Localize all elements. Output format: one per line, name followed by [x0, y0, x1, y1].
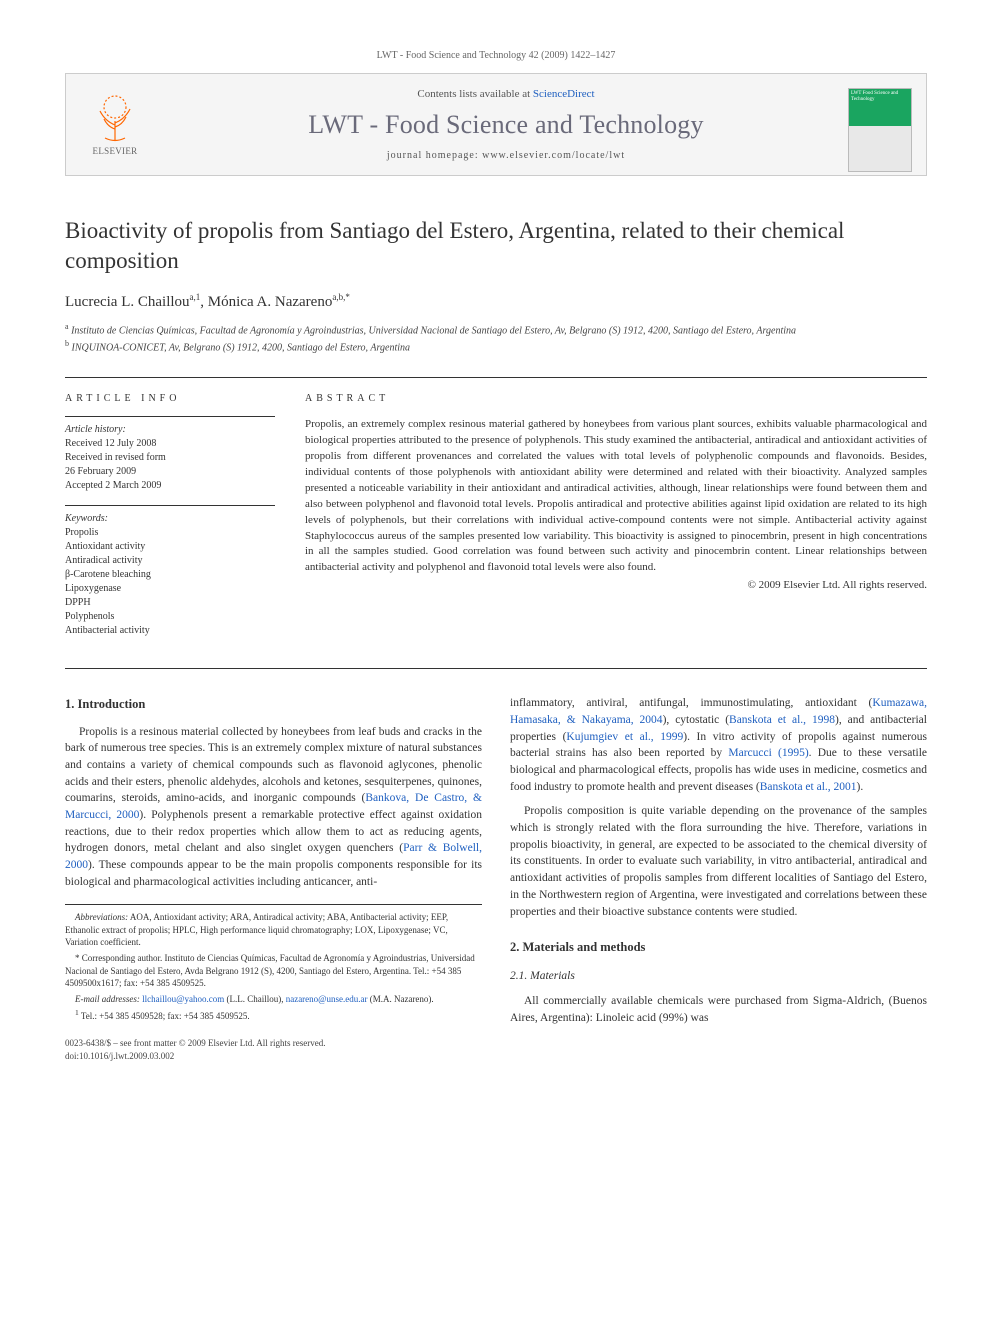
email-2-suffix: (M.A. Nazareno). [367, 994, 433, 1004]
left-column: 1. Introduction Propolis is a resinous m… [65, 695, 482, 1063]
abstract-label: ABSTRACT [305, 392, 927, 407]
history-line-0: Received 12 July 2008 [65, 437, 275, 451]
aff-a-sup: a [65, 322, 69, 331]
keywords-header: Keywords: [65, 512, 275, 526]
ref-kujumgiev-1999[interactable]: Kujumgiev et al., 1999 [566, 731, 683, 743]
author-2: Mónica A. Nazarenoa,b,* [208, 294, 350, 310]
email-label: E-mail addresses: [75, 994, 140, 1004]
aff-a-text: Instituto de Ciencias Químicas, Facultad… [71, 325, 796, 336]
ref-banskota-2001[interactable]: Banskota et al., 2001 [760, 781, 857, 793]
contents-available-line: Contents lists available at ScienceDirec… [166, 88, 846, 100]
keyword-0: Propolis [65, 526, 275, 540]
journal-cover-thumbnail: LWT Food Science and Technology [848, 88, 912, 172]
article-title: Bioactivity of propolis from Santiago de… [65, 216, 927, 276]
aff-b-text: INQUINOA-CONICET, Av, Belgrano (S) 1912,… [72, 342, 411, 353]
footnote-abbrev: Abbreviations: AOA, Antioxidant activity… [65, 911, 482, 949]
footer-left: 0023-6438/$ – see front matter © 2009 El… [65, 1037, 326, 1063]
footer-doi: doi:10.1016/j.lwt.2009.03.002 [65, 1050, 326, 1063]
intro-p1c: ). These compounds appear to be the main… [65, 859, 482, 888]
ref-banskota-1998[interactable]: Banskota et al., 1998 [729, 714, 835, 726]
contents-prefix: Contents lists available at [417, 88, 532, 100]
email-1-suffix: (L.L. Chaillou), [224, 994, 286, 1004]
affiliations: a Instituto de Ciencias Químicas, Facult… [65, 321, 927, 356]
info-abstract-row: ARTICLE INFO Article history: Received 1… [65, 378, 927, 668]
mid-divider [65, 668, 927, 669]
history-line-3: Accepted 2 March 2009 [65, 479, 275, 493]
homepage-prefix: journal homepage: [387, 150, 482, 161]
journal-header-box: ELSEVIER Contents lists available at Sci… [65, 73, 927, 176]
footnote-emails: E-mail addresses: llchaillou@yahoo.com (… [65, 993, 482, 1006]
materials-paragraph-1: All commercially available chemicals wer… [510, 993, 927, 1026]
abbrev-label: Abbreviations: [75, 912, 128, 922]
body-two-column: 1. Introduction Propolis is a resinous m… [65, 695, 927, 1063]
article-info-label: ARTICLE INFO [65, 392, 275, 406]
elsevier-logo: ELSEVIER [80, 93, 150, 156]
keyword-1: Antioxidant activity [65, 540, 275, 554]
section-2-heading: 2. Materials and methods [510, 938, 927, 956]
intro-paragraph-1: Propolis is a resinous material collecte… [65, 724, 482, 891]
keyword-2: Antiradical activity [65, 554, 275, 568]
col2-p1f: ). [857, 781, 864, 793]
footnote-tel: 1 Tel.: +54 385 4509528; fax: +54 385 45… [65, 1008, 482, 1023]
history-line-2: 26 February 2009 [65, 465, 275, 479]
col2-p1b: ), cytostatic ( [663, 714, 729, 726]
author-2-sup: a,b,* [332, 292, 350, 302]
keyword-4: Lipoxygenase [65, 582, 275, 596]
col2-paragraph-2: Propolis composition is quite variable d… [510, 803, 927, 920]
citation-header: LWT - Food Science and Technology 42 (20… [65, 50, 927, 61]
footer-copyright: 0023-6438/$ – see front matter © 2009 El… [65, 1037, 326, 1050]
footnote-correspondence: * Corresponding author. Instituto de Cie… [65, 952, 482, 990]
authors-line: Lucrecia L. Chailloua,1, Mónica A. Nazar… [65, 292, 927, 311]
email-2-link[interactable]: nazareno@unse.edu.ar [286, 994, 368, 1004]
keyword-6: Polyphenols [65, 610, 275, 624]
keyword-3: β-Carotene bleaching [65, 568, 275, 582]
author-2-name: Mónica A. Nazareno [208, 294, 333, 310]
corr-label: * Corresponding author. [75, 953, 162, 963]
ref-marcucci-1995[interactable]: Marcucci (1995) [728, 747, 808, 759]
tel-text: Tel.: +54 385 4509528; fax: +54 385 4509… [79, 1011, 250, 1021]
affiliation-b: b INQUINOA-CONICET, Av, Belgrano (S) 191… [65, 338, 927, 355]
history-line-1: Received in revised form [65, 451, 275, 465]
page-footer: 0023-6438/$ – see front matter © 2009 El… [65, 1037, 482, 1063]
keyword-7: Antibacterial activity [65, 624, 275, 638]
author-1: Lucrecia L. Chailloua,1 [65, 294, 200, 310]
elsevier-label: ELSEVIER [93, 146, 138, 156]
journal-name: LWT - Food Science and Technology [166, 110, 846, 140]
abstract-copyright: © 2009 Elsevier Ltd. All rights reserved… [305, 578, 927, 594]
thumb-title: LWT Food Science and Technology [849, 89, 911, 104]
history-header: Article history: [65, 423, 275, 437]
section-1-heading: 1. Introduction [65, 695, 482, 713]
col2-p1a: inflammatory, antiviral, antifungal, imm… [510, 697, 872, 709]
keyword-5: DPPH [65, 596, 275, 610]
homepage-url[interactable]: www.elsevier.com/locate/lwt [482, 150, 625, 161]
keywords-block: Keywords: Propolis Antioxidant activity … [65, 505, 275, 638]
article-history-block: Article history: Received 12 July 2008 R… [65, 416, 275, 493]
email-1-link[interactable]: llchaillou@yahoo.com [142, 994, 224, 1004]
abstract-text: Propolis, an extremely complex resinous … [305, 417, 927, 576]
aff-b-sup: b [65, 339, 69, 348]
right-column: inflammatory, antiviral, antifungal, imm… [510, 695, 927, 1063]
sciencedirect-link[interactable]: ScienceDirect [533, 88, 595, 100]
author-1-sup: a,1 [190, 292, 201, 302]
affiliation-a: a Instituto de Ciencias Químicas, Facult… [65, 321, 927, 338]
article-info-column: ARTICLE INFO Article history: Received 1… [65, 392, 275, 650]
section-2-1-heading: 2.1. Materials [510, 968, 927, 985]
journal-homepage: journal homepage: www.elsevier.com/locat… [166, 150, 846, 161]
author-1-name: Lucrecia L. Chaillou [65, 294, 190, 310]
elsevier-tree-icon [90, 93, 140, 143]
col2-paragraph-1: inflammatory, antiviral, antifungal, imm… [510, 695, 927, 795]
footnotes-block: Abbreviations: AOA, Antioxidant activity… [65, 904, 482, 1023]
abstract-column: ABSTRACT Propolis, an extremely complex … [305, 392, 927, 650]
